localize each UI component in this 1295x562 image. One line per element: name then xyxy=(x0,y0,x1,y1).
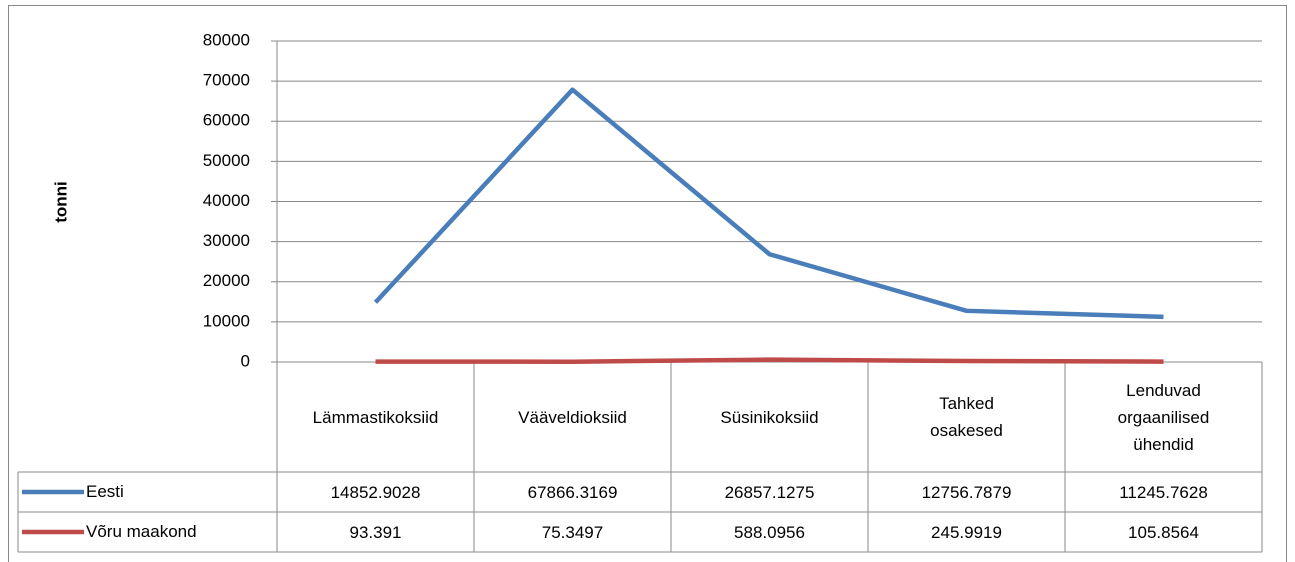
y-tick-label: 50000 xyxy=(203,151,250,170)
category-label-text: Lämmastikoksiid xyxy=(312,407,439,427)
y-tick-label: 0 xyxy=(241,351,250,370)
legend-label: Eesti xyxy=(86,482,124,501)
table-value: 245.9919 xyxy=(868,512,1065,552)
table-value: 11245.7628 xyxy=(1065,472,1262,512)
table-value-text: 93.391 xyxy=(349,522,402,542)
category-label: Lämmastikoksiid xyxy=(277,362,474,472)
table-value-text: 14852.9028 xyxy=(330,482,421,502)
table-value-text: 26857.1275 xyxy=(724,482,815,502)
y-tick-label: 30000 xyxy=(203,231,250,250)
table-value: 75.3497 xyxy=(474,512,671,552)
table-value: 93.391 xyxy=(277,512,474,552)
category-label-text: Vääveldioksiid xyxy=(518,407,627,427)
chart-border xyxy=(8,5,1287,562)
category-label-text: Süsinikoksiid xyxy=(720,407,819,427)
y-tick-label: 80000 xyxy=(203,30,250,49)
category-label: Süsinikoksiid xyxy=(671,362,868,472)
series-line xyxy=(373,87,1164,320)
table-value: 14852.9028 xyxy=(277,472,474,512)
y-tick-label: 70000 xyxy=(203,71,250,90)
category-label: Tahked osakesed xyxy=(868,362,1065,472)
y-axis-label: tonni xyxy=(51,181,70,223)
table-value-text: 105.8564 xyxy=(1128,522,1199,542)
category-label: Vääveldioksiid xyxy=(474,362,671,472)
y-tick-label: 60000 xyxy=(203,111,250,130)
table-value: 12756.7879 xyxy=(868,472,1065,512)
series-line xyxy=(375,357,1164,364)
table-value-text: 245.9919 xyxy=(931,522,1002,542)
category-label-text: Tahked osakesed xyxy=(930,394,1003,440)
table-value-text: 588.0956 xyxy=(734,522,805,542)
table-value-text: 12756.7879 xyxy=(921,482,1012,502)
y-tick-label: 40000 xyxy=(203,191,250,210)
table-value: 105.8564 xyxy=(1065,512,1262,552)
y-tick-label: 20000 xyxy=(203,271,250,290)
legend-label: Võru maakond xyxy=(86,522,197,541)
table-value: 26857.1275 xyxy=(671,472,868,512)
table-value: 67866.3169 xyxy=(474,472,671,512)
table-value-text: 11245.7628 xyxy=(1119,482,1208,502)
category-label: Lenduvad orgaanilised ühendid xyxy=(1065,362,1262,472)
y-tick-label: 10000 xyxy=(203,311,250,330)
category-label-text: Lenduvad orgaanilised ühendid xyxy=(1117,380,1210,454)
table-value-text: 67866.3169 xyxy=(527,482,618,502)
table-value-text: 75.3497 xyxy=(541,522,604,542)
table-value: 588.0956 xyxy=(671,512,868,552)
